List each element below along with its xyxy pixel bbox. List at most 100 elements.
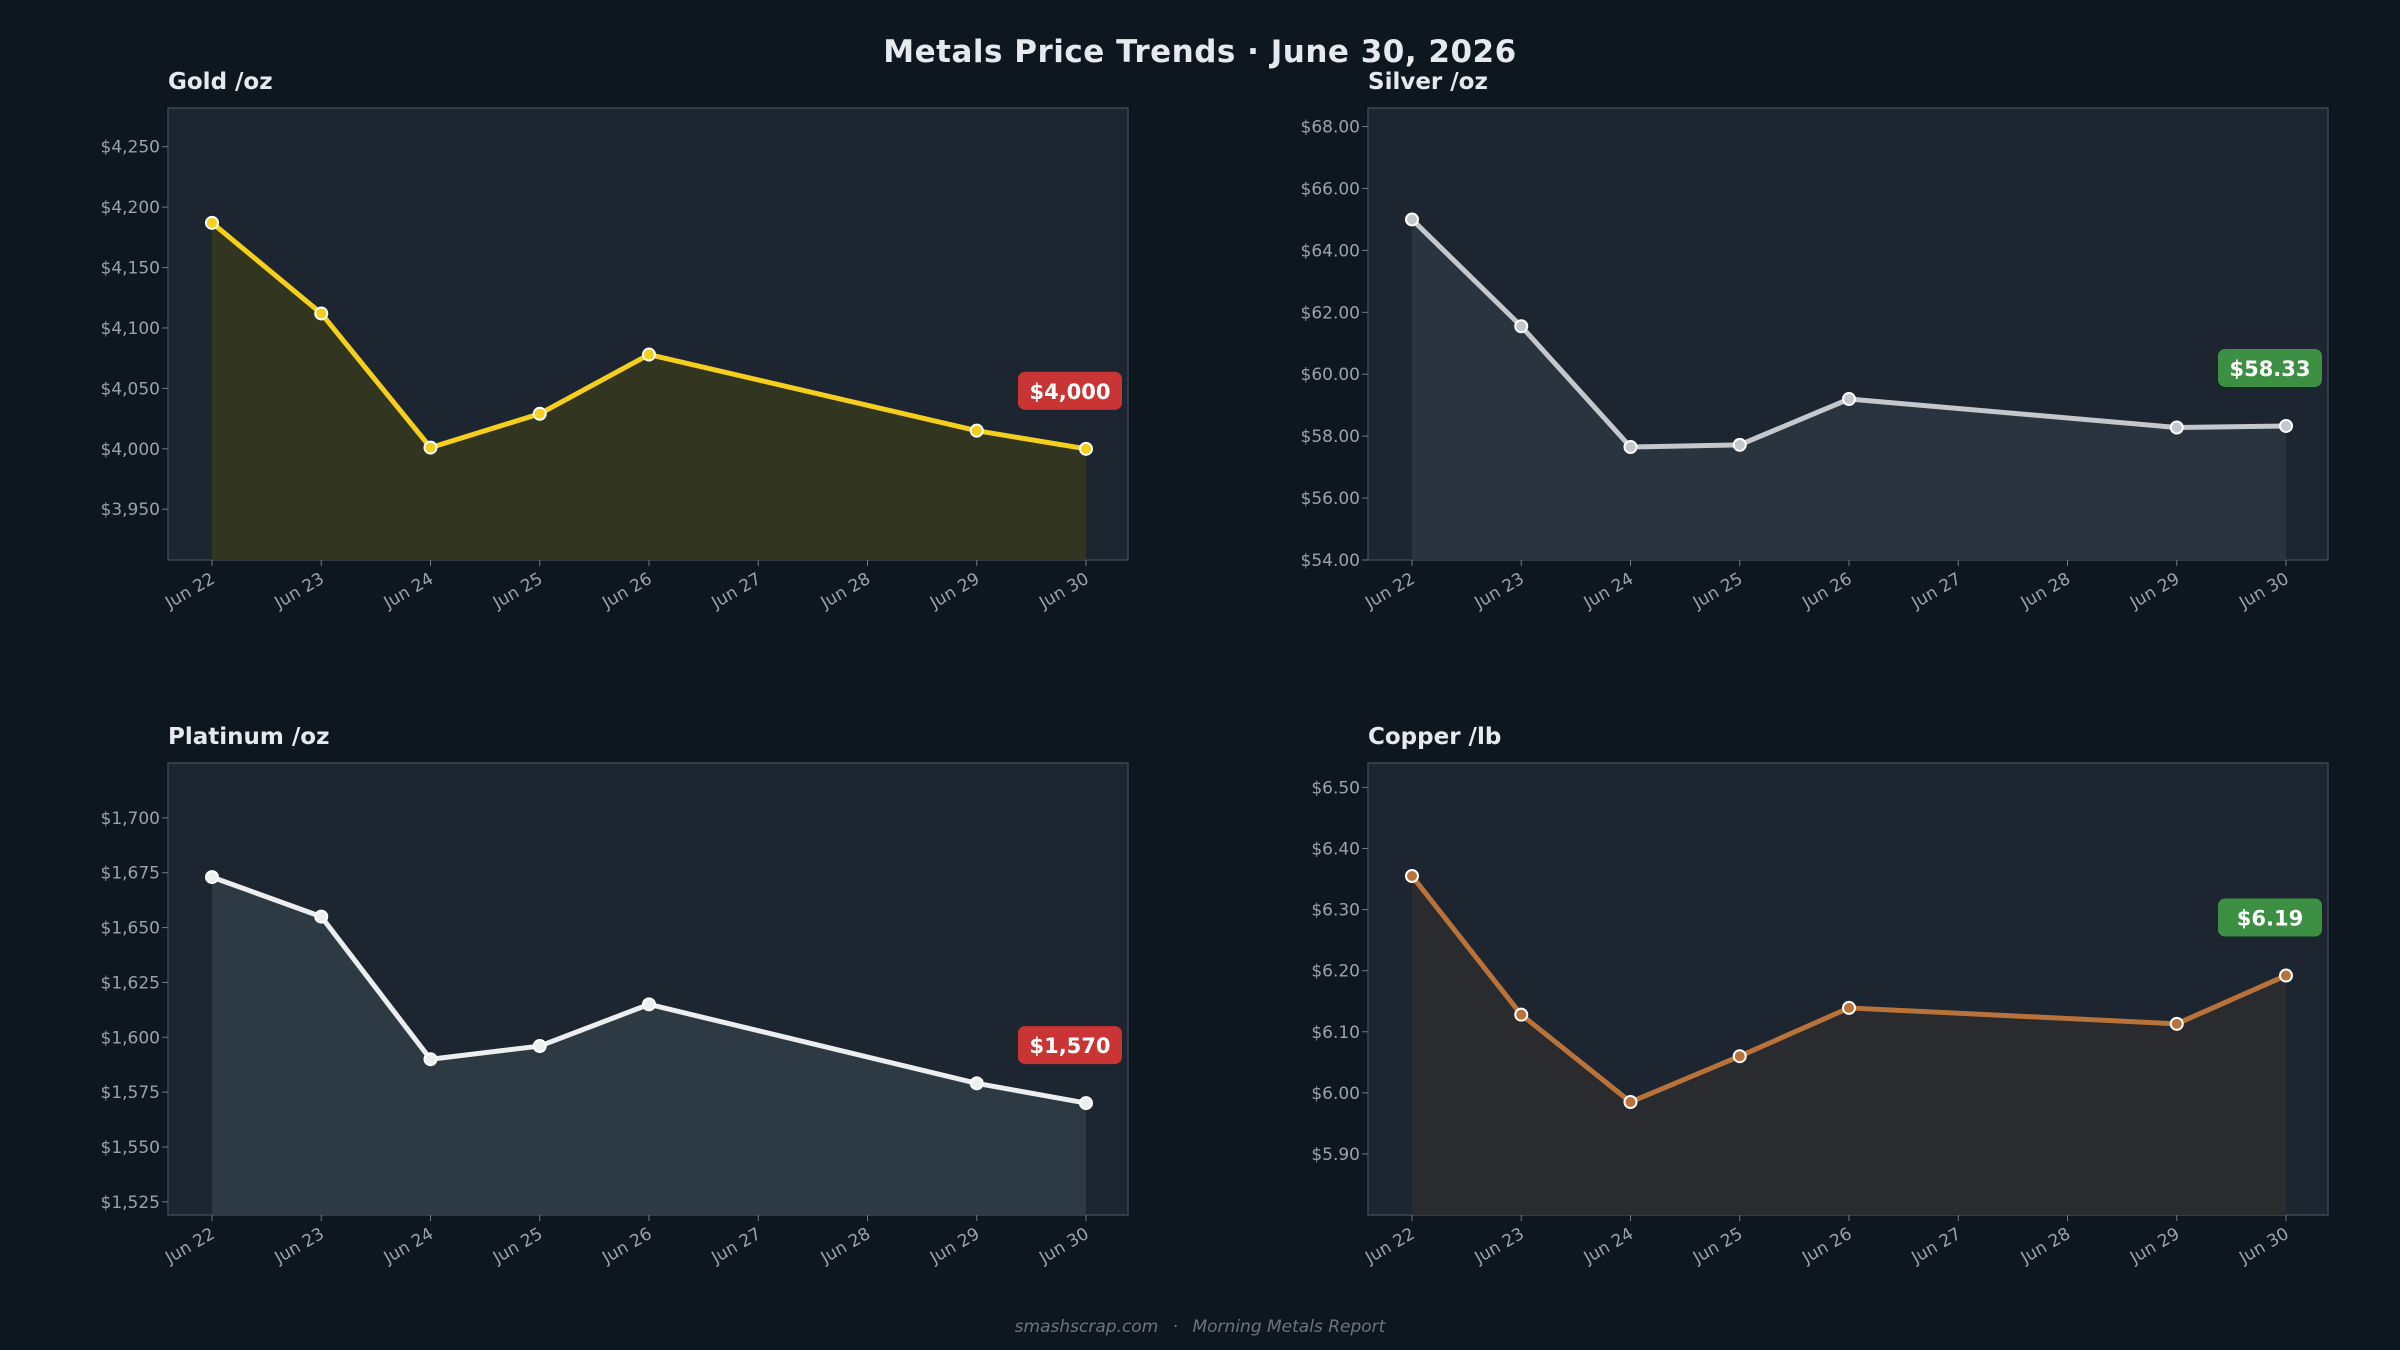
panel-title: Copper /lb (1368, 724, 1501, 750)
y-tick-label: $4,250 (101, 138, 160, 158)
x-tick-label: Jun 24 (1580, 1224, 1637, 1269)
data-point (1842, 392, 1856, 407)
data-point (1842, 1000, 1856, 1015)
x-tick-label: Jun 22 (1361, 1224, 1418, 1269)
price-badge-label: $1,570 (1029, 1034, 1110, 1058)
y-tick-label: $54.00 (1301, 551, 1360, 571)
data-point (205, 870, 219, 885)
y-tick-label: $3,950 (101, 500, 160, 520)
y-tick-label: $58.00 (1301, 427, 1360, 447)
y-tick-label: $1,550 (101, 1138, 160, 1158)
data-point (2169, 1016, 2184, 1031)
y-tick-label: $1,650 (101, 919, 160, 939)
y-tick-label: $66.00 (1301, 179, 1360, 199)
footer-separator: · (1172, 1317, 1179, 1337)
x-tick-label: Jun 24 (380, 569, 437, 614)
area-fill (212, 222, 1086, 560)
area-fill (1412, 876, 2286, 1215)
price-badge-label: $6.19 (2237, 907, 2303, 931)
y-tick-label: $1,625 (101, 973, 160, 993)
data-point (1732, 437, 1747, 452)
data-point (205, 215, 219, 230)
x-tick-label: Jun 27 (1907, 1224, 1964, 1269)
panel-title: Gold /oz (168, 69, 273, 95)
y-tick-label: $4,150 (101, 259, 160, 279)
data-point (1079, 441, 1093, 456)
x-tick-label: Jun 25 (1689, 569, 1746, 614)
price-badge (2218, 898, 2322, 937)
y-tick-label: $1,525 (101, 1193, 160, 1213)
y-tick-label: $1,575 (101, 1083, 160, 1103)
x-tick-label: Jun 26 (598, 1224, 655, 1269)
data-point (1514, 1007, 1529, 1022)
y-tick-label: $62.00 (1301, 303, 1360, 323)
y-tick-label: $6.30 (1311, 901, 1360, 921)
footer-report: Morning Metals Report (1192, 1317, 1386, 1337)
x-tick-label: Jun 25 (489, 1224, 546, 1269)
x-tick-label: Jun 30 (1035, 569, 1092, 614)
data-point (532, 406, 547, 421)
x-tick-label: Jun 24 (380, 1224, 437, 1269)
data-point (314, 909, 329, 924)
x-tick-label: Jun 28 (2017, 569, 2074, 614)
price-badge (2218, 348, 2322, 387)
x-tick-label: Jun 26 (1798, 569, 1855, 614)
x-tick-label: Jun 22 (1361, 569, 1418, 614)
data-point (1623, 440, 1638, 454)
y-tick-label: $64.00 (1301, 241, 1360, 261)
y-tick-label: $6.50 (1311, 778, 1360, 798)
data-point (1514, 319, 1529, 334)
price-badge-label: $4,000 (1029, 380, 1110, 404)
x-tick-label: Jun 30 (2235, 1224, 2292, 1269)
y-tick-label: $1,600 (101, 1028, 160, 1048)
data-point (1405, 212, 1419, 227)
data-point (642, 347, 656, 362)
data-point (1732, 1049, 1747, 1064)
x-tick-label: Jun 23 (270, 1224, 327, 1269)
x-tick-label: Jun 30 (1035, 1224, 1092, 1269)
x-tick-label: Jun 23 (1470, 1224, 1527, 1269)
data-point (1623, 1095, 1638, 1109)
x-tick-label: Jun 22 (161, 569, 218, 614)
x-tick-label: Jun 24 (1580, 569, 1637, 614)
x-tick-label: Jun 30 (2235, 569, 2292, 614)
data-point (642, 997, 656, 1012)
y-tick-label: $60.00 (1301, 365, 1360, 385)
y-tick-label: $68.00 (1301, 118, 1360, 138)
x-tick-label: Jun 26 (598, 569, 655, 614)
x-tick-label: Jun 25 (1689, 1224, 1746, 1269)
chart-panel-3: Copper /lb $5.90 $6.00 $6.10 $6.20 $6.30 $6.40… (1311, 724, 2329, 1269)
x-tick-label: Jun 28 (2017, 1224, 2074, 1269)
panel-title: Silver /oz (1368, 69, 1488, 95)
x-tick-label: Jun 25 (489, 569, 546, 614)
y-tick-label: $6.40 (1311, 840, 1360, 860)
x-tick-label: Jun 23 (270, 569, 327, 614)
chart-panel-0: Gold /oz $3,950 $4,000 $4,050 $4,100 $4,150 $4… (101, 69, 1129, 614)
area-fill (212, 877, 1086, 1215)
y-tick-label: $4,050 (101, 379, 160, 399)
data-point (423, 440, 438, 455)
data-point (2279, 418, 2293, 433)
data-point (1079, 1096, 1093, 1111)
footer: smashscrap.com · Morning Metals Report (0, 1317, 2400, 1337)
data-point (423, 1052, 438, 1067)
x-tick-label: Jun 22 (161, 1224, 218, 1269)
y-tick-label: $5.90 (1311, 1145, 1360, 1165)
data-point (2279, 968, 2293, 983)
y-tick-label: $6.00 (1311, 1084, 1360, 1104)
footer-site[interactable]: smashscrap.com (1014, 1317, 1159, 1337)
data-point (969, 1076, 984, 1091)
x-tick-label: Jun 29 (926, 1224, 983, 1269)
x-tick-label: Jun 23 (1470, 569, 1527, 614)
price-badge-label: $58.33 (2229, 357, 2310, 381)
y-tick-label: $56.00 (1301, 489, 1360, 509)
data-point (2169, 420, 2184, 435)
chart-panel-1: Silver /oz $54.00 $56.00 $58.00 $60.00 $62.00… (1301, 69, 2329, 614)
y-tick-label: $6.20 (1311, 962, 1360, 982)
data-point (969, 423, 984, 438)
x-tick-label: Jun 29 (2126, 569, 2183, 614)
data-point (1405, 869, 1419, 883)
y-tick-label: $6.10 (1311, 1023, 1360, 1043)
price-badge (1018, 371, 1122, 410)
